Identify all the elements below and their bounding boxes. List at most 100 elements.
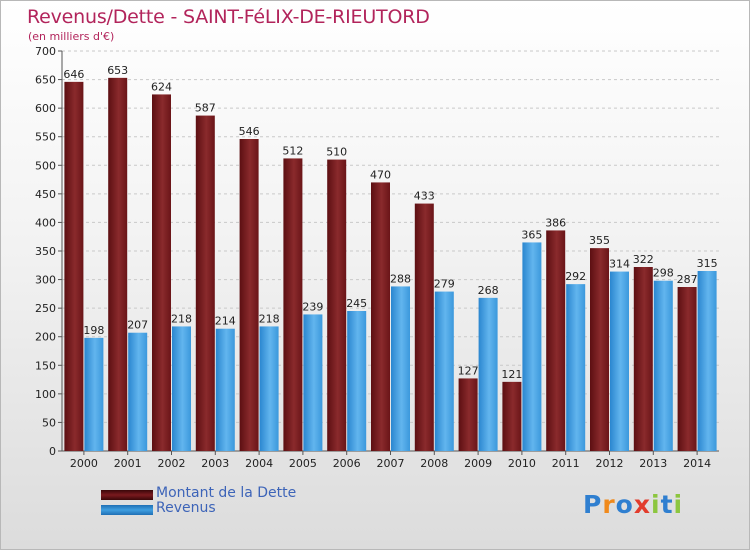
data-label-dette: 510 [326,146,347,159]
x-tick-label: 2001 [114,457,142,470]
bar-revenus [128,332,148,451]
y-tick-label: 400 [35,216,56,229]
logo-letter: i [673,490,684,519]
x-tick-label: 2014 [683,457,711,470]
bar-dette [414,203,434,451]
bar-revenus [610,271,629,451]
data-label-dette: 653 [107,64,128,77]
data-label-revenus: 292 [565,270,586,283]
data-label-dette: 646 [63,68,84,81]
bar-dette [239,139,259,451]
data-label-revenus: 207 [127,319,148,332]
bar-dette [327,159,347,452]
data-label-revenus: 245 [346,297,367,310]
data-label-revenus: 315 [697,257,718,270]
y-tick-label: 650 [35,74,56,87]
y-tick-label: 600 [35,102,56,115]
data-label-dette: 433 [414,190,435,203]
data-label-dette: 287 [677,273,698,286]
legend-swatch-revenus [101,505,153,515]
y-tick-label: 150 [35,359,56,372]
bar-dette [590,248,609,451]
bar-revenus [434,291,454,451]
logo-letter: P [583,490,603,519]
x-tick-label: 2011 [552,457,580,470]
data-label-revenus: 268 [478,284,499,297]
x-tick-label: 2002 [158,457,186,470]
bar-revenus [653,280,673,451]
data-label-dette: 546 [239,125,260,138]
data-label-revenus: 218 [259,312,280,325]
logo-letter: o [615,490,634,519]
logo-letter: x [633,490,651,519]
bar-revenus [478,297,498,451]
bar-revenus [259,326,279,451]
data-label-dette: 121 [501,368,522,381]
bar-revenus [303,314,323,451]
data-label-revenus: 214 [215,315,236,328]
data-label-revenus: 288 [390,272,411,285]
y-tick-label: 250 [35,302,56,315]
x-tick-label: 2007 [377,457,405,470]
bar-revenus [697,271,717,451]
x-tick-label: 2012 [596,457,624,470]
x-tick-label: 2010 [508,457,536,470]
x-tick-label: 2003 [201,457,229,470]
y-tick-label: 500 [35,159,56,172]
bar-revenus [215,328,235,451]
y-tick-label: 450 [35,188,56,201]
chart-title: Revenus/Dette - SAINT-FéLIX-DE-RIEUTORD [27,6,430,28]
data-label-dette: 624 [151,80,172,93]
y-tick-label: 100 [35,388,56,401]
proxiti-logo: Proxiti [583,490,683,519]
data-label-revenus: 314 [609,258,630,271]
y-tick-label: 300 [35,274,56,287]
bar-dette [195,115,215,452]
data-label-dette: 587 [195,102,216,115]
logo-letter: t [660,490,674,519]
bar-revenus [566,284,586,451]
legend-swatch-dette [101,490,153,500]
logo-letter: i [651,490,661,519]
bar-revenus [391,286,410,451]
y-tick-label: 700 [35,45,56,58]
bar-revenus [84,337,104,451]
bar-dette [152,94,171,451]
bar-dette [371,182,390,451]
x-tick-label: 2013 [639,457,667,470]
bar-dette [108,77,128,451]
y-tick-label: 550 [35,131,56,144]
bar-revenus [522,242,542,451]
y-tick-label: 200 [35,331,56,344]
x-tick-label: 2004 [245,457,273,470]
data-label-dette: 512 [282,144,303,157]
bar-dette [677,287,697,451]
data-label-revenus: 365 [521,228,542,241]
data-label-dette: 355 [589,234,610,247]
bar-revenus [172,326,191,451]
bar-dette [546,230,566,451]
y-tick-label: 0 [49,445,56,458]
x-tick-label: 2008 [420,457,448,470]
legend-label-revenus: Revenus [156,500,216,516]
y-tick-label: 50 [42,416,56,429]
bar-dette [458,378,478,451]
x-tick-label: 2006 [333,457,361,470]
data-label-dette: 470 [370,168,391,181]
data-label-revenus: 239 [302,300,323,313]
x-tick-label: 2000 [70,457,98,470]
data-label-revenus: 279 [434,278,455,291]
bar-dette [633,267,653,451]
legend-label-dette: Montant de la Dette [156,485,297,501]
bar-revenus [347,311,367,451]
logo-letter: r [602,490,616,519]
data-label-revenus: 218 [171,312,192,325]
chart-subtitle: (en milliers d'€) [28,30,115,43]
data-label-dette: 322 [633,253,654,266]
bar-dette [283,158,303,451]
data-label-dette: 127 [458,364,479,377]
x-tick-label: 2009 [464,457,492,470]
data-label-revenus: 298 [653,267,674,280]
